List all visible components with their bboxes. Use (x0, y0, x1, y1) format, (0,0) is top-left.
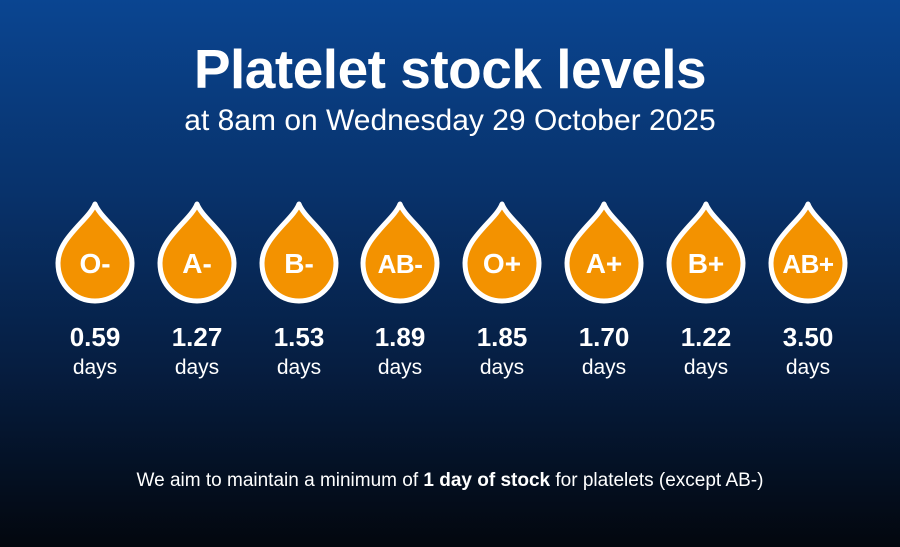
blood-group-label: B+ (687, 248, 725, 279)
blood-drop-icon (259, 201, 339, 304)
stock-days-unit: days (581, 356, 627, 379)
blood-group-ab-neg: AB- 1.89 days (359, 200, 441, 390)
blood-group-label: O+ (482, 248, 522, 279)
blood-group-list: O- 0.59 days A- 1.27 days B- 1.53 days A… (0, 200, 900, 390)
blood-drop-icon (55, 201, 135, 304)
page-subtitle: at 8am on Wednesday 29 October 2025 (184, 104, 716, 137)
blood-drop-icon (564, 201, 644, 304)
stock-days-value: 1.27 (171, 322, 223, 352)
blood-group-label: B- (284, 248, 314, 279)
stock-days-value: 1.70 (578, 322, 630, 352)
stock-days-value: 1.22 (680, 322, 732, 352)
stock-days-unit: days (479, 356, 525, 379)
page-title: Platelet stock levels (193, 38, 707, 100)
stock-target-note: We aim to maintain a minimum of 1 day of… (0, 469, 900, 493)
stock-days-unit: days (276, 356, 322, 379)
note-text-start: We aim to maintain a minimum of (136, 470, 424, 491)
stock-days-value: 1.85 (476, 322, 528, 352)
blood-group-label: O- (79, 248, 111, 279)
blood-group-label: A- (182, 248, 212, 279)
stock-days-unit: days (72, 356, 118, 379)
stock-days-value: 1.53 (273, 322, 325, 352)
blood-drop-icon (666, 201, 746, 304)
blood-drop-icon (360, 201, 440, 304)
blood-group-a-pos: A+ 1.70 days (563, 200, 645, 390)
blood-group-a-neg: A- 1.27 days (156, 200, 238, 390)
stock-days-unit: days (174, 356, 220, 379)
note-text-end: for platelets (except AB-) (550, 470, 764, 491)
blood-drop-icon (768, 201, 848, 304)
stock-days-unit: days (785, 356, 831, 379)
blood-group-ab-pos: AB+ 3.50 days (767, 200, 849, 390)
blood-drop-icon (462, 201, 542, 304)
blood-group-o-neg: O- 0.59 days (54, 200, 136, 390)
blood-group-label: AB- (377, 249, 423, 279)
blood-group-o-pos: O+ 1.85 days (461, 200, 543, 390)
blood-group-b-neg: B- 1.53 days (258, 200, 340, 390)
stock-days-unit: days (683, 356, 729, 379)
stock-days-value: 1.89 (374, 322, 426, 352)
blood-group-label: AB+ (782, 249, 834, 279)
stock-days-unit: days (377, 356, 423, 379)
stock-days-value: 3.50 (782, 322, 834, 352)
note-emphasis: 1 day of stock (423, 470, 551, 491)
blood-group-label: A+ (585, 248, 623, 279)
blood-drop-icon (157, 201, 237, 304)
stock-days-value: 0.59 (69, 322, 121, 352)
blood-group-b-pos: B+ 1.22 days (665, 200, 747, 390)
